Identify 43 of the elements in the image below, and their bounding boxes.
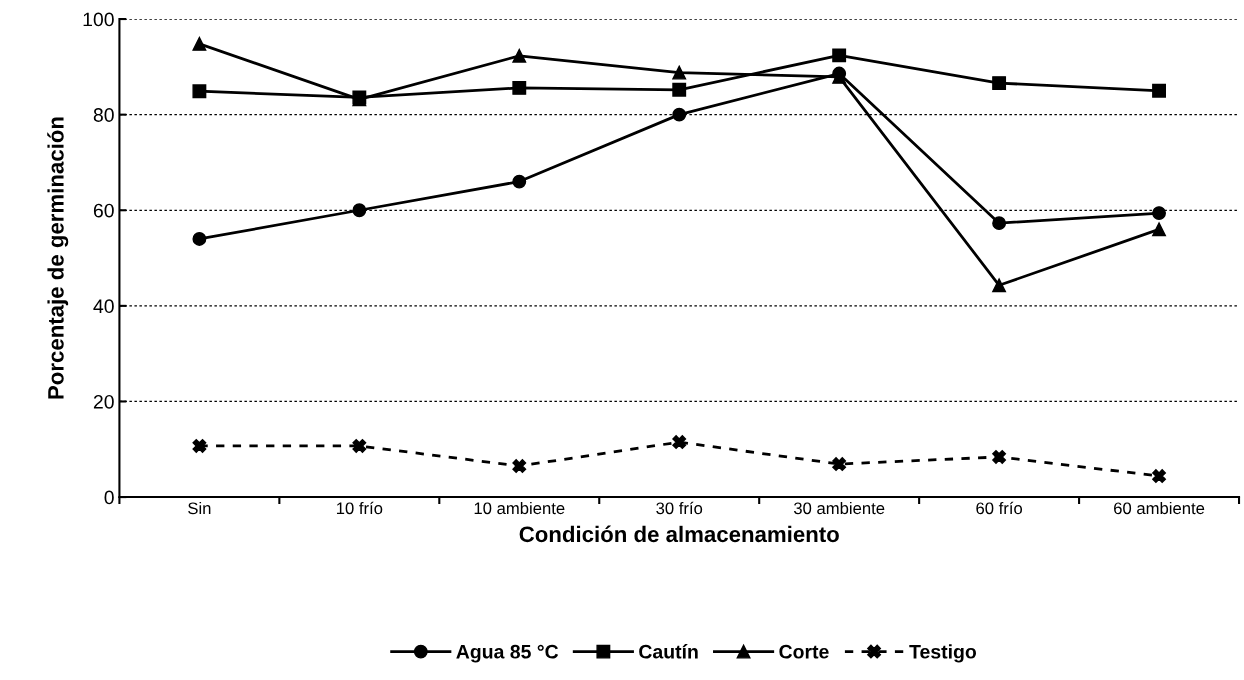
legend-label: Corte xyxy=(779,644,829,659)
x-tick-label: 30 frío xyxy=(656,501,703,515)
x-tick-label: 60 ambiente xyxy=(1114,501,1205,515)
point xyxy=(1152,222,1166,237)
point xyxy=(992,216,1007,231)
point xyxy=(192,36,207,51)
point xyxy=(192,84,207,99)
point xyxy=(1152,469,1166,483)
point xyxy=(672,107,687,122)
point xyxy=(1152,206,1166,221)
point xyxy=(1152,83,1166,98)
point xyxy=(672,65,687,80)
x-tick-label: 30 ambiente xyxy=(793,501,885,515)
point xyxy=(992,278,1007,293)
point xyxy=(672,82,687,97)
point xyxy=(192,231,207,246)
x-tick-label: 10 ambiente xyxy=(474,501,565,515)
y-tick-label: 0 xyxy=(104,490,114,505)
point xyxy=(352,438,367,453)
point xyxy=(672,435,687,450)
legend-label: Cautín xyxy=(639,644,698,659)
x-tick-label: 60 frío xyxy=(976,501,1023,515)
point xyxy=(352,203,367,218)
x-tick-label: 10 frío xyxy=(336,501,383,515)
y-tick-label: 100 xyxy=(83,12,114,27)
point xyxy=(832,48,847,63)
x-tick-label: Sin xyxy=(188,501,211,515)
y-tick-label: 20 xyxy=(93,394,114,409)
point xyxy=(192,438,207,453)
point xyxy=(512,174,527,189)
point xyxy=(992,76,1007,91)
x-axis-title: Condición de almacenamiento xyxy=(519,525,839,543)
point xyxy=(512,80,527,95)
point xyxy=(512,48,527,63)
y-tick-label: 80 xyxy=(93,108,114,122)
legend-label: Testigo xyxy=(909,644,977,663)
y-axis-title: Porcentaje de germinación xyxy=(47,117,69,399)
y-tick-label: 60 xyxy=(93,203,114,218)
y-tick-label: 40 xyxy=(93,299,114,314)
point xyxy=(992,449,1007,464)
legend-label: Agua 85 °C xyxy=(456,644,559,663)
point xyxy=(832,457,847,472)
point xyxy=(512,459,527,473)
